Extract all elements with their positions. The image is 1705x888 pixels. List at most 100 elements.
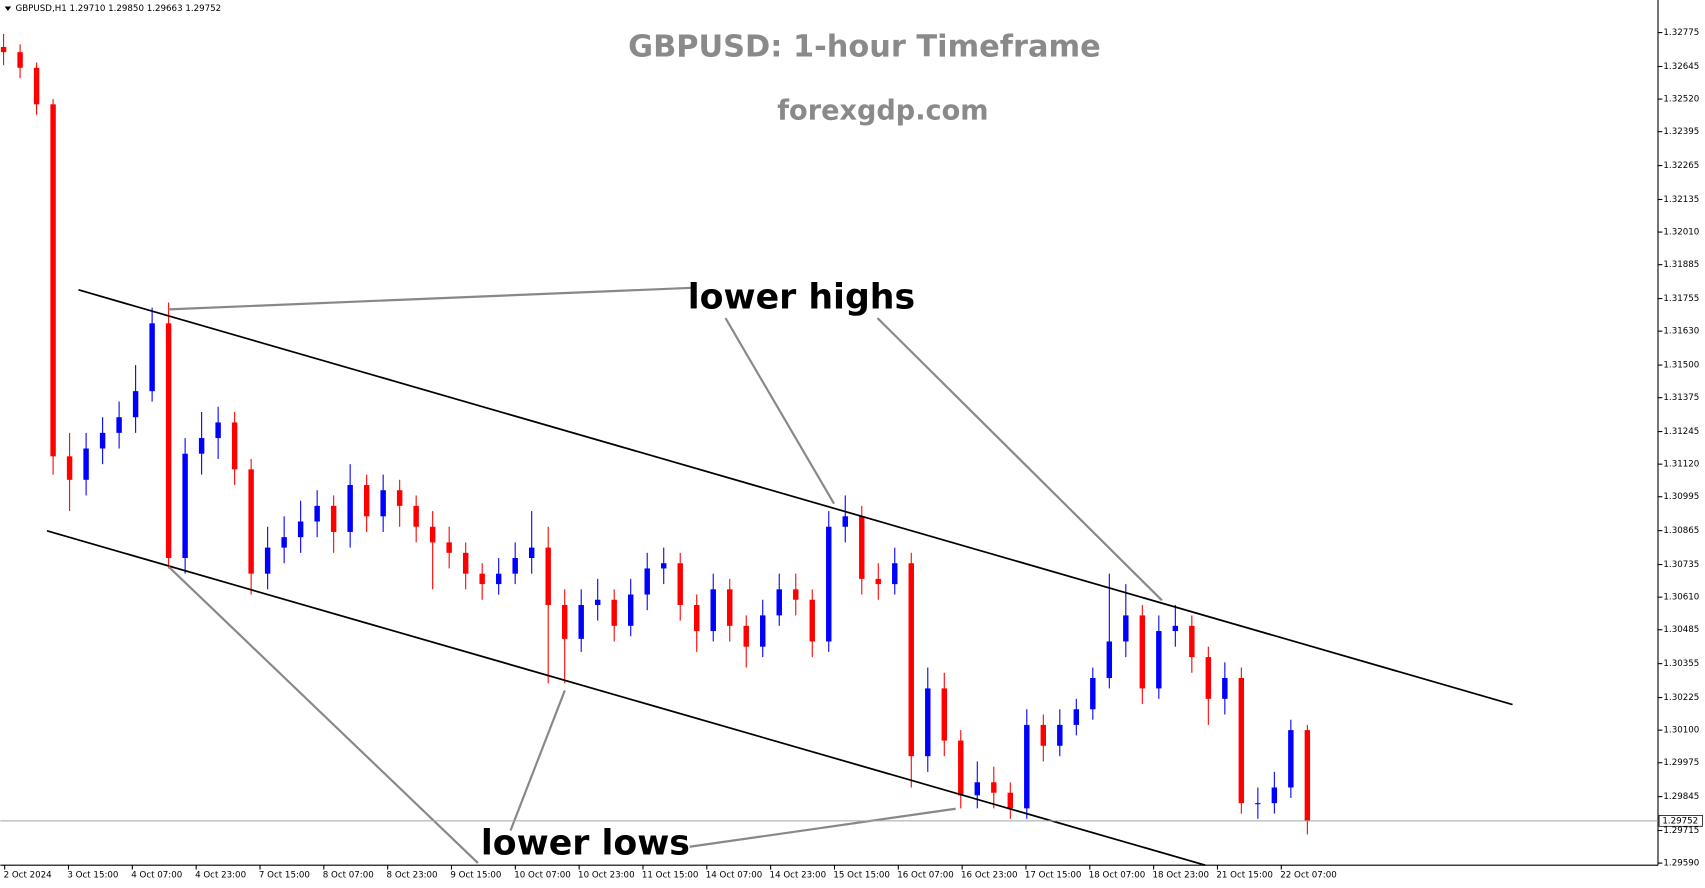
x-tick-label: 10 Oct 23:00 [578,870,635,880]
candle-body [1040,724,1047,746]
candle-body [231,422,238,470]
candle-body [710,589,716,632]
y-tick-label: 1.29975 [1663,758,1699,768]
y-tick-label: 1.30100 [1663,726,1699,736]
x-tick-label: 10 Oct 07:00 [514,870,571,880]
candle-body [0,46,7,53]
candle-body [974,782,980,796]
y-tick-label: 1.31500 [1663,361,1699,371]
candle-body [297,521,304,538]
candle-body [446,542,452,553]
candle-body [17,52,23,68]
candle-body [1123,615,1129,642]
y-tick-label: 1.30485 [1663,625,1699,635]
x-tick-label: 7 Oct 15:00 [259,870,310,880]
x-tick-label: 18 Oct 07:00 [1089,870,1146,880]
candle-body [677,563,683,605]
candle-body [1057,724,1063,746]
candle-body [793,589,799,600]
candle-body [842,516,848,527]
candle-body [727,589,733,626]
y-tick-label: 1.32645 [1663,62,1699,72]
candle-body [1024,724,1030,809]
candle-body [347,485,353,532]
candle-body [314,505,320,522]
symbol-arrow [4,6,12,11]
x-tick-label: 11 Oct 15:00 [642,870,699,880]
y-tick-label: 1.30865 [1663,526,1699,536]
candle-body [1106,641,1113,678]
candle-body [149,323,155,392]
candle-body [1205,657,1212,699]
candle-body [512,558,518,574]
candle-body [528,547,535,559]
candle-body [578,604,584,639]
x-tick-label: 17 Oct 15:00 [1025,870,1082,880]
x-tick-label: 4 Oct 23:00 [195,870,246,880]
symbol-info: GBPUSD,H1 1.29710 1.29850 1.29663 1.2975… [16,4,222,14]
candle-body [958,740,964,796]
x-tick-label: 9 Oct 15:00 [450,870,501,880]
candle-body [892,563,898,585]
y-tick-label: 1.31885 [1663,260,1699,270]
y-tick-label: 1.30355 [1663,659,1699,669]
candle-body [380,490,386,517]
last-price-box [1658,815,1703,827]
candle-body [396,490,403,506]
x-tick-label: 16 Oct 07:00 [897,870,954,880]
y-tick-label: 1.32265 [1663,161,1699,171]
chart-subtitle: forexgdp.com [777,95,988,126]
candle-body [760,615,766,647]
x-tick-label: 8 Oct 07:00 [323,870,374,880]
candle-body [1304,730,1311,821]
candle-body [413,505,419,527]
x-tick-label: 15 Oct 15:00 [833,870,890,880]
candle-body [1238,677,1245,804]
candle-body [1172,625,1179,632]
candle-body [925,688,931,757]
candle-body [627,594,634,626]
pointer-line [167,565,479,864]
candle-body [1156,631,1162,689]
candle-body [215,422,221,439]
candle-body [1288,730,1294,788]
y-tick-label: 1.32520 [1663,95,1699,105]
candle-body [1090,677,1096,710]
y-tick-label: 1.32135 [1663,195,1699,205]
candle-body [661,563,667,569]
x-tick-label: 14 Oct 07:00 [706,870,763,880]
y-tick-label: 1.31630 [1663,327,1699,337]
y-tick-label: 1.29845 [1663,792,1699,802]
candle-body [198,438,205,454]
y-tick-label: 1.31120 [1663,460,1699,470]
candle-body [33,67,40,105]
candle-body [248,469,254,574]
x-tick-label: 14 Oct 23:00 [770,870,827,880]
y-tick-label: 1.31245 [1663,427,1699,437]
chart-title: GBPUSD: 1-hour Timeframe [628,29,1101,64]
candle-body [611,599,617,626]
upper-channel [78,289,1513,706]
x-tick-label: 21 Oct 15:00 [1216,870,1273,880]
x-tick-label: 2 Oct 2024 [4,870,53,880]
pointer-line [509,690,566,831]
candle-body [859,516,865,579]
candle-body [1007,792,1014,809]
y-tick-label: 1.32395 [1663,127,1699,137]
y-tick-label: 1.30610 [1663,593,1699,603]
candle-body [908,563,914,757]
x-tick-label: 18 Oct 23:00 [1153,870,1210,880]
candle-body [809,599,815,642]
y-tick-label: 1.31755 [1663,294,1699,304]
candle-body [1189,625,1195,658]
candle-body [66,456,73,480]
candle-body [83,448,89,480]
candle-body [363,485,370,517]
pointer-line [689,807,956,848]
pointer-line [724,317,835,505]
x-tick-label: 16 Oct 23:00 [961,870,1018,880]
candle-body [479,573,485,585]
